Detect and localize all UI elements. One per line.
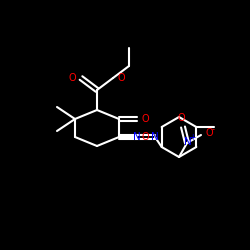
Text: +: +	[189, 134, 195, 142]
Text: O: O	[177, 113, 185, 123]
Text: O: O	[206, 128, 214, 138]
Text: O: O	[118, 73, 126, 83]
Text: N: N	[151, 132, 159, 142]
Text: -: -	[212, 126, 214, 134]
Text: O: O	[68, 73, 76, 83]
Text: N: N	[184, 137, 192, 147]
Text: O: O	[141, 114, 148, 124]
Text: N: N	[133, 132, 141, 142]
Text: O: O	[141, 132, 148, 142]
